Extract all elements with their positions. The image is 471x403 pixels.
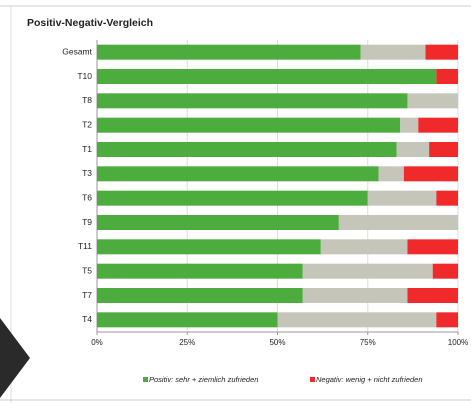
- y-tick-label: T3: [82, 168, 92, 178]
- bar-segment: [436, 190, 458, 206]
- bar-segment: [396, 142, 430, 157]
- bar-segment: [97, 312, 278, 328]
- legend-label: Positiv: sehr + ziemlich zufrieden: [149, 375, 258, 384]
- y-tick-label: T2: [82, 119, 92, 129]
- x-tick-label: 0%: [91, 338, 103, 347]
- bar-segment: [407, 288, 458, 303]
- bar-segment: [407, 93, 458, 109]
- bar-segment: [436, 69, 458, 84]
- bar-segment: [429, 142, 458, 157]
- bar-segment: [400, 117, 419, 133]
- bar-segment: [97, 166, 379, 182]
- bar-segment: [97, 190, 368, 206]
- x-tick-label: 50%: [269, 338, 285, 347]
- y-tick-label: T1: [82, 144, 92, 154]
- bar-segment: [360, 44, 426, 60]
- bar-segment: [97, 215, 339, 230]
- y-tick-label: Gesamt: [62, 46, 92, 56]
- bar-segment: [407, 239, 458, 255]
- legend-swatch: [310, 377, 315, 382]
- bar-segment: [97, 288, 303, 303]
- y-tick-label: T6: [82, 192, 92, 202]
- bar-segment: [97, 44, 361, 60]
- legend-swatch: [143, 377, 148, 382]
- bar-segment: [418, 117, 458, 133]
- bar-segment: [403, 166, 458, 182]
- legend-label: Negativ: wenig + nicht zufrieden: [316, 375, 423, 384]
- y-tick-label: T9: [82, 217, 92, 227]
- y-tick-label: T11: [78, 241, 92, 251]
- bar-segment: [302, 263, 433, 279]
- x-tick-label: 75%: [360, 338, 376, 347]
- y-tick-label: T8: [82, 95, 92, 105]
- bar-segment: [277, 312, 437, 328]
- y-tick-label: T5: [82, 265, 92, 275]
- x-tick-label: 100%: [448, 338, 468, 347]
- bar-segment: [436, 312, 458, 328]
- bar-segment: [97, 117, 401, 133]
- bar-segment: [320, 239, 408, 255]
- bar-segment: [367, 190, 437, 206]
- bar-segment: [97, 263, 303, 279]
- decoration: [0, 318, 30, 398]
- bar-segment: [302, 288, 408, 303]
- y-tick-label: T4: [82, 314, 92, 324]
- bar-segment: [97, 142, 397, 157]
- bar-segment: [378, 166, 404, 182]
- bar-segment: [432, 263, 458, 279]
- y-tick-label: T10: [77, 71, 92, 81]
- bar-segment: [425, 44, 458, 60]
- bar-segment: [97, 239, 321, 255]
- bar-segment: [338, 215, 458, 230]
- chart-title: Positiv-Negativ-Vergleich: [27, 17, 153, 29]
- bar-segment: [97, 93, 408, 109]
- x-tick-label: 25%: [179, 338, 195, 347]
- y-tick-label: T7: [82, 290, 92, 300]
- bar-segment: [97, 69, 437, 84]
